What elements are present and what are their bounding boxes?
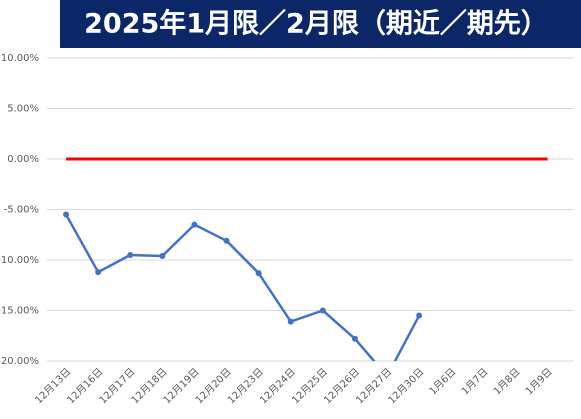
y-tick-label: 10.00% [1, 53, 39, 64]
data-point [287, 318, 294, 325]
data-point [159, 252, 166, 259]
data-point [63, 211, 70, 218]
x-tick-label: 1月8日 [491, 366, 523, 398]
data-point [255, 270, 262, 277]
chart-title: 2025年1月限／2月限（期近／期先） [84, 8, 548, 40]
y-tick-label: -20.00% [0, 356, 39, 367]
plot-area: -20.00% -15.00% -10.00% -5.00% 0.00% 5.00% 10.… [0, 53, 574, 406]
data-point [127, 251, 134, 258]
y-tick-label: 5.00% [7, 104, 39, 115]
data-point [191, 221, 198, 228]
x-tick-label: 1月7日 [459, 366, 491, 398]
y-tick-label: 0.00% [7, 154, 39, 165]
y-tick-label: -5.00% [4, 205, 39, 216]
y-tick-label: -15.00% [0, 306, 39, 317]
series [63, 211, 423, 361]
data-point [95, 269, 102, 276]
y-tick-label: -10.00% [0, 255, 39, 266]
title-bar [60, 0, 581, 48]
data-point [319, 307, 326, 314]
x-tick-label: 1月9日 [523, 366, 555, 398]
x-tick-label: 1月6日 [427, 366, 459, 398]
data-point [416, 312, 423, 319]
data-point [223, 237, 230, 244]
data-line [64, 213, 421, 361]
data-point [351, 335, 358, 342]
